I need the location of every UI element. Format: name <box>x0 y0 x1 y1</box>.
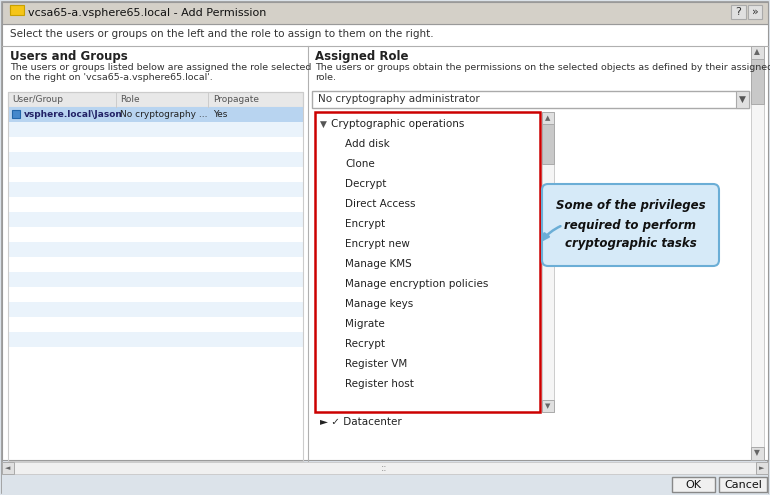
Bar <box>8 332 303 347</box>
Text: Cryptographic operations: Cryptographic operations <box>331 119 464 129</box>
Text: Yes: Yes <box>213 110 227 119</box>
Bar <box>731 5 746 19</box>
Bar <box>8 302 303 317</box>
Bar <box>751 59 764 104</box>
Bar <box>10 7 17 12</box>
Text: ▼: ▼ <box>738 95 745 104</box>
Text: No cryptography administrator: No cryptography administrator <box>318 95 480 104</box>
Bar <box>751 447 764 460</box>
Text: Direct Access: Direct Access <box>345 199 416 209</box>
Bar <box>8 227 303 242</box>
Text: ►: ► <box>759 465 765 471</box>
Text: Add disk: Add disk <box>345 139 390 149</box>
Text: Decrypt: Decrypt <box>345 179 387 189</box>
Bar <box>8 197 303 212</box>
Text: Propagate: Propagate <box>213 95 259 104</box>
Text: Register VM: Register VM <box>345 359 407 369</box>
Text: ▲: ▲ <box>545 115 551 121</box>
Text: ?: ? <box>735 7 741 17</box>
Bar <box>8 122 303 137</box>
Text: ▼: ▼ <box>320 119 327 129</box>
Bar <box>2 24 768 460</box>
Bar <box>2 462 768 474</box>
Text: User/Group: User/Group <box>12 95 63 104</box>
Text: Manage KMS: Manage KMS <box>345 259 412 269</box>
Text: ::: :: <box>380 463 387 473</box>
Text: The users or groups listed below are assigned the role selected
on the right on : The users or groups listed below are ass… <box>10 63 311 82</box>
Text: Encrypt: Encrypt <box>345 219 385 229</box>
Bar <box>751 46 764 59</box>
Bar <box>542 112 554 124</box>
Bar <box>736 91 749 108</box>
Text: OK: OK <box>685 480 701 490</box>
Text: Clone: Clone <box>345 159 375 169</box>
Bar <box>12 110 20 118</box>
Bar <box>8 137 303 152</box>
Bar <box>10 5 14 8</box>
Bar <box>8 152 303 167</box>
Text: Manage keys: Manage keys <box>345 299 413 309</box>
Text: Some of the privileges
required to perform
cryptographic tasks: Some of the privileges required to perfo… <box>556 199 705 250</box>
Text: Users and Groups: Users and Groups <box>10 50 128 63</box>
Text: vcsa65-a.vsphere65.local - Add Permission: vcsa65-a.vsphere65.local - Add Permissio… <box>28 8 266 18</box>
Bar <box>8 107 303 122</box>
Text: »: » <box>752 7 758 17</box>
Text: Cancel: Cancel <box>724 480 762 490</box>
Bar <box>672 477 715 492</box>
Text: Encrypt new: Encrypt new <box>345 239 410 249</box>
Text: Select the users or groups on the left and the role to assign to them on the rig: Select the users or groups on the left a… <box>10 29 434 39</box>
Text: Role: Role <box>120 95 139 104</box>
Text: Register host: Register host <box>345 379 414 389</box>
Bar <box>2 462 14 474</box>
Text: ▼: ▼ <box>545 403 551 409</box>
Text: ▲: ▲ <box>754 48 760 56</box>
Bar <box>8 182 303 197</box>
Text: ◄: ◄ <box>5 465 11 471</box>
Bar <box>8 347 303 362</box>
Text: Assigned Role: Assigned Role <box>315 50 409 63</box>
Bar <box>8 287 303 302</box>
Text: Recrypt: Recrypt <box>345 339 385 349</box>
Bar <box>8 317 303 332</box>
Bar <box>542 112 554 412</box>
Bar <box>8 257 303 272</box>
Bar <box>10 5 24 15</box>
Text: vsphere.local\Jason: vsphere.local\Jason <box>24 110 123 119</box>
Text: No cryptography ...: No cryptography ... <box>120 110 207 119</box>
Text: ▼: ▼ <box>754 448 760 457</box>
Text: ► ✓ Datacenter: ► ✓ Datacenter <box>320 417 402 427</box>
Text: Manage encryption policies: Manage encryption policies <box>345 279 488 289</box>
Bar <box>751 46 764 460</box>
Bar <box>2 2 768 24</box>
Bar <box>312 91 749 108</box>
Bar <box>8 92 303 107</box>
FancyBboxPatch shape <box>542 184 719 266</box>
Bar <box>756 462 768 474</box>
Bar <box>2 474 768 495</box>
Bar <box>8 92 303 461</box>
Bar <box>8 212 303 227</box>
Bar <box>542 124 554 164</box>
Bar <box>719 477 767 492</box>
Bar <box>8 272 303 287</box>
Text: ::: :: <box>545 257 551 266</box>
Bar <box>748 5 762 19</box>
Bar <box>8 167 303 182</box>
Text: Migrate: Migrate <box>345 319 385 329</box>
Text: The users or groups obtain the permissions on the selected objects as defined by: The users or groups obtain the permissio… <box>315 63 770 82</box>
Bar <box>315 112 540 412</box>
Bar <box>8 242 303 257</box>
Bar <box>542 400 554 412</box>
